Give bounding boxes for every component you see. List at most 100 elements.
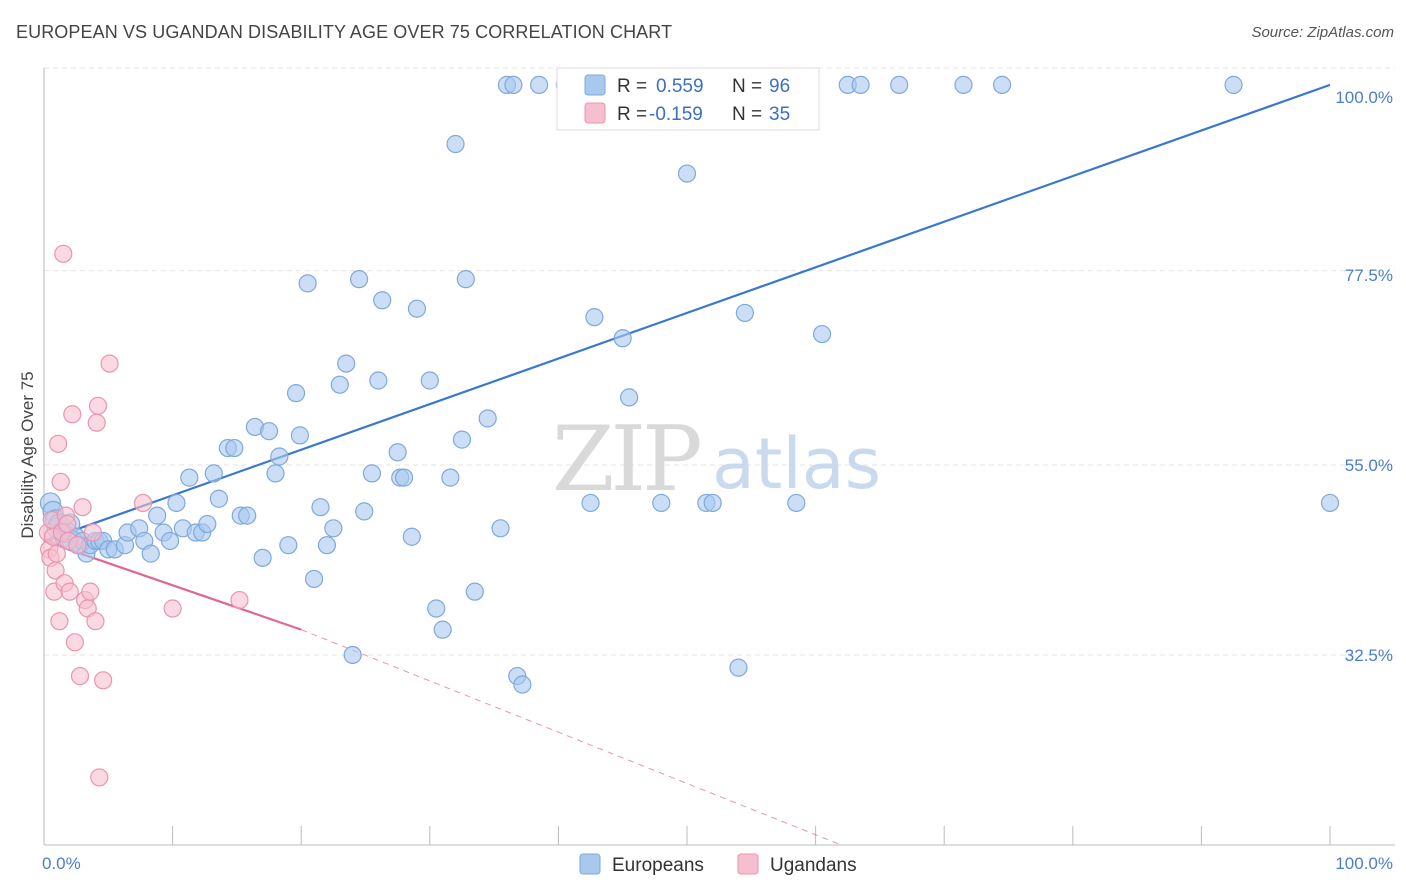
y-tick-label-3: 32.5%: [1345, 646, 1393, 665]
point-ugandans-32: [100, 354, 119, 373]
legend-label-europeans: Europeans: [612, 855, 704, 876]
point-ugandans-7: [47, 544, 66, 563]
point-europeans-25: [148, 506, 167, 525]
watermark-atlas: atlas: [712, 423, 881, 505]
point-europeans-37: [225, 438, 244, 458]
point-europeans-58: [362, 464, 382, 483]
point-europeans-49: [304, 569, 324, 589]
point-europeans-74: [478, 409, 497, 428]
point-ugandans-8: [49, 434, 68, 453]
point-ugandans-12: [54, 244, 73, 263]
legend: Europeans Ugandans: [579, 853, 857, 876]
point-europeans-61: [388, 443, 407, 462]
point-europeans-70: [446, 134, 465, 154]
point-europeans-45: [279, 536, 298, 555]
point-europeans-33: [198, 514, 217, 534]
point-europeans-88: [677, 164, 697, 183]
point-europeans-57: [355, 502, 374, 521]
points-ugandans: [38, 244, 249, 787]
point-europeans-75: [491, 519, 510, 538]
point-europeans-77: [504, 75, 523, 94]
point-europeans-34: [204, 464, 223, 483]
point-europeans-92: [729, 658, 748, 677]
point-europeans-35: [209, 489, 228, 508]
point-europeans-39: [238, 506, 257, 525]
point-europeans-59: [369, 371, 388, 390]
point-europeans-48: [298, 274, 317, 293]
y-tick-labels: 100.0% 77.5% 55.0% 32.5%: [1335, 88, 1393, 665]
point-europeans-28: [167, 493, 186, 513]
stats-swatch-europeans: [584, 74, 606, 96]
point-europeans-84: [613, 329, 632, 348]
gridlines: [44, 67, 1395, 656]
stat-europeans-r-value: 0.559: [656, 76, 704, 97]
source-label: Source: ZipAtlas.com: [1251, 24, 1394, 41]
point-europeans-97: [851, 75, 870, 94]
point-europeans-99: [954, 75, 973, 94]
point-europeans-67: [427, 599, 446, 618]
trend-line-ugandans-extension: [301, 629, 842, 846]
legend-swatch-ugandans: [737, 853, 759, 875]
legend-swatch-europeans: [579, 853, 601, 875]
point-europeans-53: [330, 375, 349, 394]
point-ugandans-28: [87, 413, 106, 432]
stat-europeans-r-label: R =: [617, 76, 647, 97]
point-ugandans-31: [94, 671, 113, 690]
point-europeans-101: [1224, 75, 1243, 94]
point-europeans-44: [270, 447, 289, 466]
x-tick-label-1: 100.0%: [1335, 854, 1393, 873]
point-europeans-69: [441, 468, 460, 487]
point-europeans-43: [266, 464, 285, 483]
point-ugandans-22: [73, 498, 92, 517]
stat-ugandans-r-label: R =: [617, 104, 647, 125]
point-europeans-82: [581, 493, 600, 513]
point-europeans-47: [290, 426, 310, 445]
point-europeans-86: [652, 493, 671, 513]
point-europeans-42: [259, 422, 279, 441]
point-europeans-55: [343, 645, 362, 665]
stat-ugandans-r-value: -0.159: [649, 104, 703, 125]
y-tick-label-0: 100.0%: [1335, 88, 1393, 107]
point-europeans-71: [452, 430, 472, 449]
stat-ugandans-n-value: 35: [769, 104, 790, 125]
point-europeans-52: [324, 519, 343, 538]
point-europeans-24: [141, 544, 160, 563]
point-ugandans-9: [50, 612, 69, 631]
point-ugandans-21: [70, 666, 90, 686]
point-europeans-72: [456, 270, 475, 289]
point-europeans-27: [160, 531, 180, 551]
chart-title: EUROPEAN VS UGANDAN DISABILITY AGE OVER …: [16, 22, 673, 42]
point-europeans-102: [1320, 493, 1340, 513]
x-tick-labels: 0.0% 100.0%: [42, 854, 1393, 873]
stat-europeans-n-label: N =: [732, 76, 762, 97]
point-europeans-90: [703, 493, 722, 513]
point-europeans-100: [992, 75, 1012, 94]
point-europeans-68: [433, 620, 452, 639]
legend-label-ugandans: Ugandans: [770, 855, 857, 876]
point-europeans-64: [402, 527, 421, 546]
watermark: ZIP atlas: [552, 407, 881, 512]
point-ugandans-34: [163, 599, 182, 618]
point-ugandans-19: [65, 633, 84, 652]
trend-line-europeans: [43, 83, 1331, 542]
point-europeans-73: [465, 582, 484, 601]
stat-ugandans-n-label: N =: [732, 104, 762, 125]
y-tick-label-1: 77.5%: [1345, 266, 1393, 285]
point-europeans-95: [812, 324, 832, 344]
point-ugandans-35: [230, 590, 249, 610]
y-tick-label-2: 55.0%: [1345, 456, 1393, 475]
point-ugandans-25: [81, 582, 100, 601]
point-europeans-51: [317, 536, 337, 555]
stat-europeans-n-value: 96: [769, 76, 790, 97]
point-europeans-65: [407, 299, 427, 318]
point-europeans-85: [620, 388, 639, 407]
point-europeans-79: [513, 675, 532, 694]
point-ugandans-20: [68, 536, 87, 555]
point-europeans-80: [530, 75, 549, 94]
point-europeans-83: [585, 308, 604, 327]
point-europeans-63: [394, 468, 414, 487]
point-ugandans-30: [90, 768, 109, 787]
stats-box: R = 0.559 N = 96 R = -0.159 N = 35: [556, 67, 820, 131]
point-europeans-46: [286, 384, 306, 403]
